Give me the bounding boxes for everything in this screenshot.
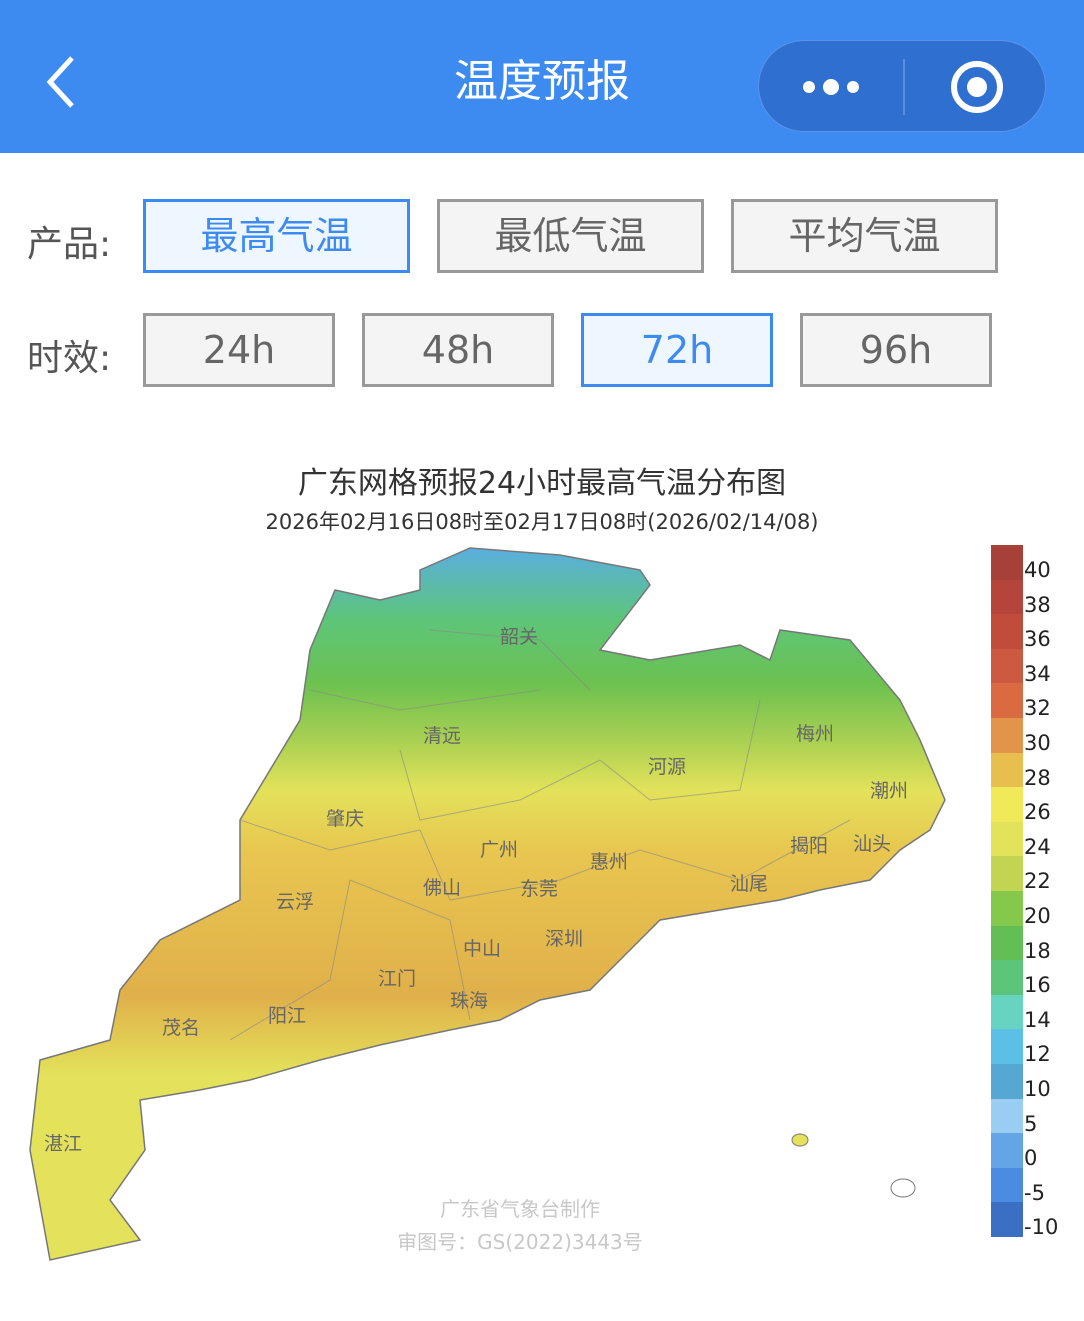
capsule-divider <box>903 59 905 115</box>
map-title: 广东网格预报24小时最高气温分布图 <box>297 466 787 501</box>
period-option-96h[interactable]: 96h <box>800 313 992 387</box>
legend-swatch <box>991 545 1023 580</box>
legend-label: 32 <box>1024 696 1051 721</box>
city-label: 茂名 <box>162 1017 201 1039</box>
city-label: 云浮 <box>276 891 315 913</box>
city-label: 肇庆 <box>326 808 365 830</box>
legend-label: 16 <box>1024 973 1051 998</box>
legend-label: 22 <box>1024 869 1051 894</box>
legend-swatch <box>991 614 1023 649</box>
city-label: 清远 <box>423 725 462 747</box>
legend-swatch <box>991 1029 1023 1064</box>
legend-swatch <box>991 648 1023 684</box>
legend-swatch <box>991 787 1023 822</box>
legend-label: 5 <box>1024 1111 1038 1136</box>
city-label: 江门 <box>378 968 417 990</box>
period-option-48h[interactable]: 48h <box>362 313 554 387</box>
city-label: 惠州 <box>590 851 629 873</box>
legend-swatch <box>991 1098 1023 1134</box>
city-label: 揭阳 <box>790 835 829 857</box>
legend-label: 36 <box>1024 627 1051 652</box>
watermark-approval: 审图号：GS(2022)3443号 <box>397 1230 643 1254</box>
city-label: 珠海 <box>450 990 489 1012</box>
legend-label: -5 <box>1024 1180 1045 1205</box>
legend-swatch <box>991 925 1023 961</box>
legend-label: 40 <box>1024 558 1051 582</box>
city-label: 广州 <box>480 839 519 861</box>
period-option-72h[interactable]: 72h <box>581 313 773 387</box>
map-subtitle: 2026年02月16日08时至02月17日08时(2026/02/14/08) <box>265 510 819 534</box>
city-label: 佛山 <box>423 877 462 899</box>
legend-label: 28 <box>1024 765 1051 790</box>
legend-swatch <box>991 890 1023 926</box>
city-label: 东莞 <box>520 878 559 900</box>
legend-label: 18 <box>1024 938 1051 963</box>
legend-label: 14 <box>1024 1007 1051 1032</box>
legend-label: 24 <box>1024 834 1051 859</box>
district-borders <box>229 629 851 1041</box>
legend-label: 0 <box>1024 1146 1038 1171</box>
legend-swatch <box>991 856 1023 891</box>
product-label: 产品: <box>27 224 112 265</box>
legend-swatch <box>991 752 1023 788</box>
legend-label: 12 <box>1024 1042 1051 1067</box>
legend-swatch <box>991 994 1023 1030</box>
legend-label: 20 <box>1024 904 1051 928</box>
city-label: 中山 <box>463 938 502 960</box>
city-label: 汕尾 <box>730 873 769 895</box>
product-option-max[interactable]: 最高气温 <box>143 199 410 273</box>
city-label: 韶关 <box>500 626 539 648</box>
legend-swatch <box>991 960 1023 995</box>
legend-swatch <box>991 683 1023 718</box>
watermark-producer: 广东省气象台制作 <box>440 1197 600 1221</box>
product-option-min[interactable]: 最低气温 <box>437 199 704 273</box>
city-label: 潮州 <box>870 780 909 802</box>
legend-swatch <box>991 821 1023 857</box>
city-label: 河源 <box>648 756 687 778</box>
app-header: 温度预报 <box>0 0 1084 153</box>
color-legend <box>991 545 1023 1237</box>
city-label: 湛江 <box>44 1133 83 1155</box>
city-label: 阳江 <box>268 1005 307 1027</box>
target-circle-icon[interactable] <box>951 61 1003 113</box>
city-label: 深圳 <box>545 928 584 950</box>
legend-swatch <box>991 1063 1023 1099</box>
page-title: 温度预报 <box>454 56 630 107</box>
legend-swatch <box>991 717 1023 753</box>
city-label: 梅州 <box>796 723 835 745</box>
legend-swatch <box>991 1133 1023 1168</box>
legend-label: 34 <box>1024 661 1051 686</box>
more-dots-icon[interactable] <box>759 41 903 133</box>
legend-swatch <box>991 1167 1023 1203</box>
legend-label: -10 <box>1024 1215 1059 1240</box>
mini-program-capsule <box>758 40 1046 132</box>
legend-swatch <box>991 579 1023 615</box>
legend-label: 26 <box>1024 800 1051 825</box>
legend-label: 30 <box>1024 731 1051 755</box>
period-option-24h[interactable]: 24h <box>143 313 335 387</box>
legend-label: 10 <box>1024 1077 1051 1101</box>
city-label: 汕头 <box>853 833 892 855</box>
guangdong-region <box>29 547 946 1261</box>
period-label: 时效: <box>27 338 112 379</box>
legend-swatch <box>991 1202 1023 1237</box>
product-option-avg[interactable]: 平均气温 <box>731 199 998 273</box>
chevron-left-icon[interactable] <box>38 52 98 112</box>
legend-label: 38 <box>1024 592 1051 617</box>
